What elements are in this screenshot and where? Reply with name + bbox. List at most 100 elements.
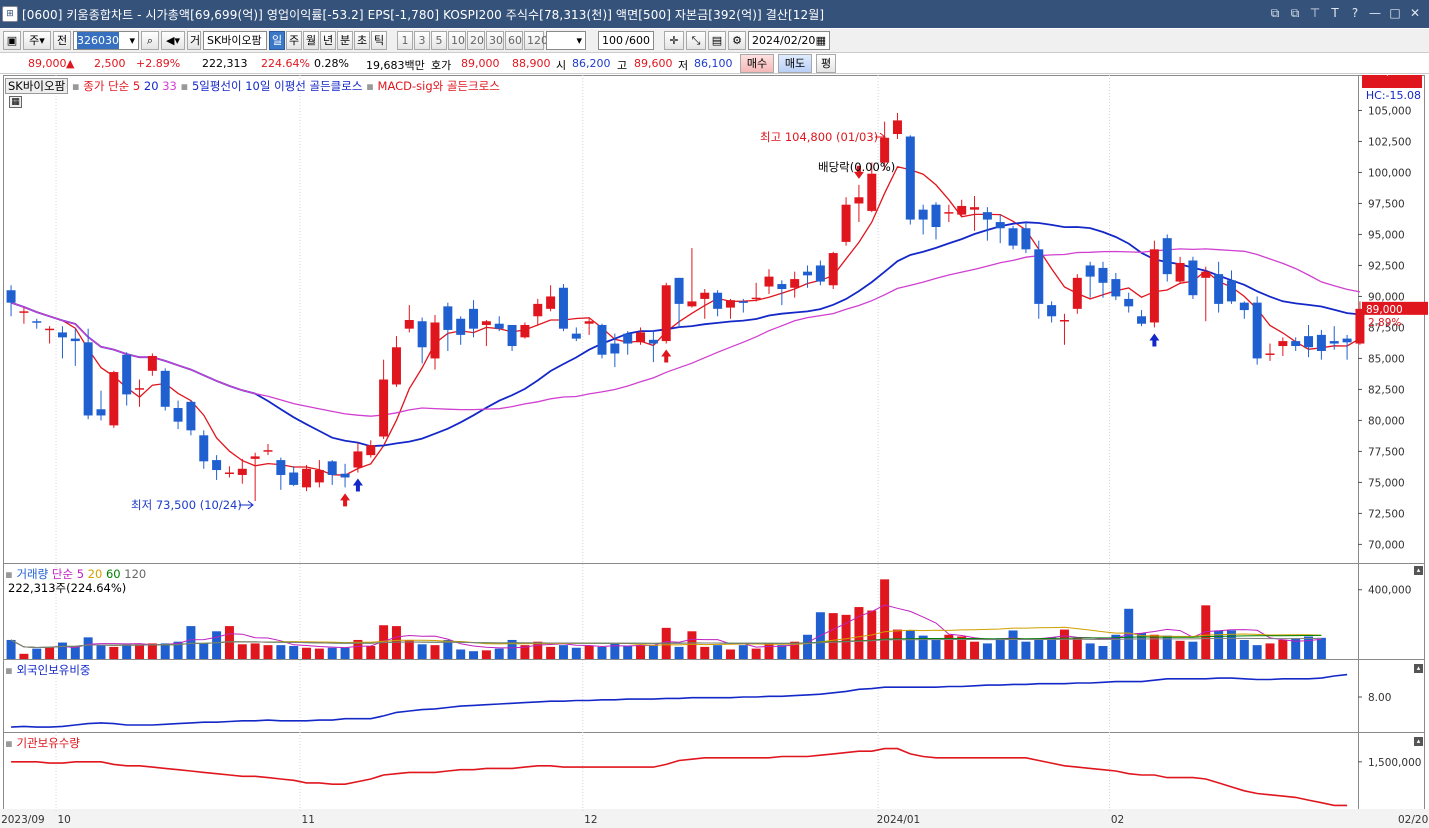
volume-bar xyxy=(828,613,838,659)
candle-body xyxy=(1175,262,1185,282)
minute-option-3[interactable]: 3 xyxy=(414,31,430,50)
volume-bar xyxy=(1201,605,1211,659)
period-tab-4[interactable]: 분 xyxy=(337,31,353,50)
period-tab-5[interactable]: 초 xyxy=(354,31,370,50)
volume-bar xyxy=(302,647,312,659)
candle-body xyxy=(160,370,170,407)
date-input[interactable]: 2024/02/20 ▦ xyxy=(748,31,830,50)
candle-body xyxy=(533,303,543,317)
foreign-title: 외국인보유비중 xyxy=(16,663,91,677)
volume-bar xyxy=(751,648,761,659)
price-tick-label: 95,000 xyxy=(1368,229,1405,241)
turnover: 0.28% xyxy=(314,57,349,70)
candle-body xyxy=(70,338,80,342)
draw-tool-icon[interactable]: ⤡ xyxy=(686,31,706,50)
buy-button[interactable]: 매수 xyxy=(740,54,774,73)
foreign-legend: ▪ 외국인보유비중 xyxy=(5,663,91,677)
period-tab-1[interactable]: 주 xyxy=(286,31,302,50)
minute-option-30[interactable]: 30 xyxy=(486,31,504,50)
minute-option-20[interactable]: 20 xyxy=(467,31,485,50)
panel-collapse-icon[interactable]: ▴ xyxy=(1414,737,1423,746)
volume-bar xyxy=(1304,636,1314,659)
count-input[interactable]: 100/600 xyxy=(598,31,654,50)
candle-body xyxy=(982,212,992,220)
volume-bar xyxy=(520,645,530,659)
candle-body xyxy=(302,468,312,488)
minute-custom-input[interactable]: ▾ xyxy=(546,31,586,50)
candle-body xyxy=(135,388,145,390)
minute-option-10[interactable]: 10 xyxy=(448,31,466,50)
minimize-button[interactable]: — xyxy=(1369,6,1381,20)
minute-option-1[interactable]: 1 xyxy=(397,31,413,50)
legend-ma-label: 종가 단순 xyxy=(83,79,130,93)
period-tab-6[interactable]: 틱 xyxy=(371,31,387,50)
legend-stock[interactable]: SK바이오팜 xyxy=(5,78,69,94)
code-input[interactable]: 326030 ▾ xyxy=(73,31,139,50)
candle-body xyxy=(700,292,710,299)
candle-body xyxy=(417,321,427,348)
candle-body xyxy=(1291,341,1301,347)
save-icon[interactable]: ▤ xyxy=(708,31,726,50)
period-tab-2[interactable]: 월 xyxy=(303,31,319,50)
price-tick-label: 100,000 xyxy=(1368,167,1411,179)
period-tab-0[interactable]: 일 xyxy=(269,31,285,50)
candle-body xyxy=(469,308,479,329)
candle-body xyxy=(558,287,568,329)
candle-body xyxy=(764,276,774,287)
layout-icon[interactable]: ▣ xyxy=(3,31,21,50)
inst-title: 기관보유수량 xyxy=(16,736,80,750)
minute-option-5[interactable]: 5 xyxy=(431,31,447,50)
volume-legend: ▪ 거래량 단순 5 20 60 120 xyxy=(5,567,147,581)
search-icon[interactable]: ⌕ xyxy=(141,31,159,50)
volume-bar xyxy=(1059,629,1069,659)
candle-body xyxy=(353,451,363,468)
panel-collapse-icon[interactable]: ▴ xyxy=(1414,566,1423,575)
candle-body xyxy=(1188,260,1198,296)
minute-option-60[interactable]: 60 xyxy=(505,31,523,50)
minute-option-120[interactable]: 120 xyxy=(524,31,548,50)
period-tab-3[interactable]: 년 xyxy=(320,31,336,50)
volume-bar xyxy=(713,645,723,659)
volume-bar xyxy=(1265,643,1275,659)
chart-frame xyxy=(3,75,1425,814)
candle-body xyxy=(186,401,196,431)
chart-svg[interactable]: 105,000 102,500 100,000 97,500 95,000 92,500 9… xyxy=(0,75,1429,828)
chart-area[interactable]: 105,000 102,500 100,000 97,500 95,000 92,500 9… xyxy=(0,75,1429,828)
volume-bar xyxy=(1239,639,1249,659)
high-arrow-icon xyxy=(875,132,886,142)
minute-tabs: 1 3 5 10 20 30 60 120 xyxy=(397,31,548,50)
sell-button[interactable]: 매도 xyxy=(778,54,812,73)
panel-collapse-icon[interactable]: ▴ xyxy=(1414,664,1423,673)
candle-body xyxy=(1098,267,1108,283)
speaker-icon[interactable]: ◀▾ xyxy=(161,31,185,50)
maximize-button[interactable]: □ xyxy=(1389,6,1401,20)
help-icon[interactable]: ? xyxy=(1351,6,1359,20)
candle-body xyxy=(1316,334,1326,351)
market-select[interactable]: 주▾ xyxy=(23,31,51,50)
volume-bar xyxy=(1008,630,1018,659)
pin-icon[interactable]: ⊤ xyxy=(1309,6,1321,20)
table-icon[interactable]: ▦ xyxy=(9,96,22,108)
candle-body xyxy=(1034,249,1044,304)
restore-icon[interactable]: ⧉ xyxy=(1270,6,1280,20)
candle-body xyxy=(494,323,504,329)
bid-price: 89,000 xyxy=(461,57,500,70)
close-button[interactable]: ✕ xyxy=(1409,6,1421,20)
avg-button[interactable]: 평 xyxy=(816,54,836,73)
low-label: 저 xyxy=(678,59,689,72)
candle-body xyxy=(957,205,967,215)
candle-body xyxy=(1008,228,1018,246)
volume-bar xyxy=(404,639,414,659)
crosshair-icon[interactable]: ✛ xyxy=(664,31,684,50)
candle-body xyxy=(1226,280,1236,302)
font-icon[interactable]: T xyxy=(1331,6,1339,20)
calendar-icon[interactable]: ▦ xyxy=(815,34,826,47)
gear-icon[interactable]: ⚙ xyxy=(728,31,746,50)
candle-body xyxy=(250,456,260,459)
candle-body xyxy=(687,301,697,307)
link-icon[interactable]: ⧉ xyxy=(1290,6,1300,20)
last-price-label: 89,000 xyxy=(1366,304,1403,316)
volume-bar xyxy=(147,643,157,659)
prev-button[interactable]: 전 xyxy=(53,31,71,50)
volume-info: 222,313주(224.64%) xyxy=(8,581,127,595)
